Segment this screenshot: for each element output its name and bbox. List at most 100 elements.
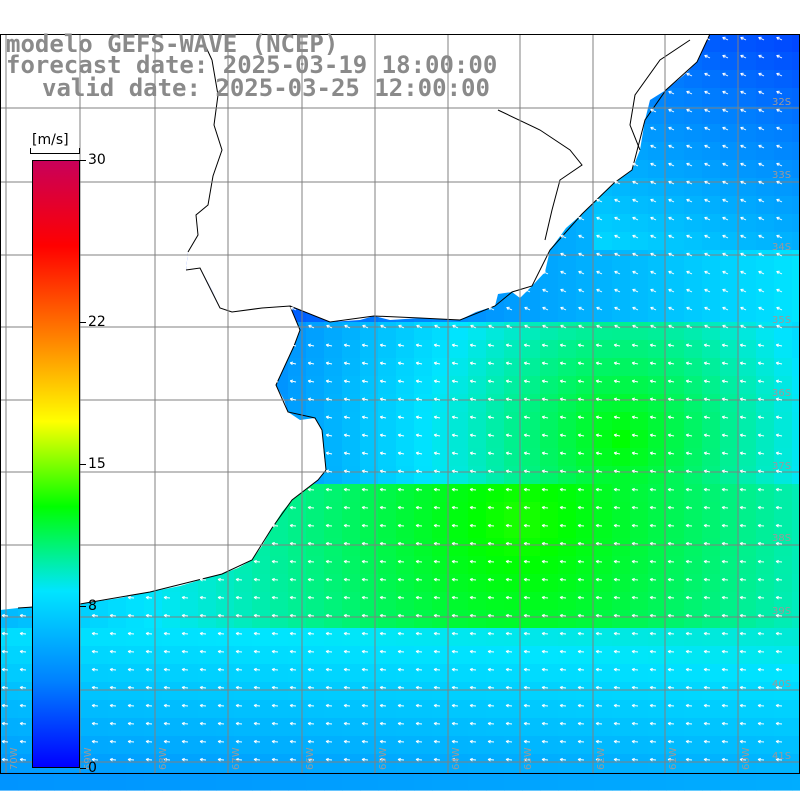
wind-cell <box>432 340 451 359</box>
wind-cell <box>684 772 703 791</box>
wind-cell <box>414 772 433 791</box>
wind-cell <box>792 160 800 179</box>
longitude-label: 63W <box>523 747 534 770</box>
wind-cell <box>558 772 577 791</box>
colorbar-tick-mark <box>80 322 86 323</box>
colorbar-bracket <box>30 148 80 154</box>
longitude-label: 61W <box>668 747 679 770</box>
wind-cell <box>738 340 757 359</box>
latitude-label: 35S <box>772 315 792 327</box>
longitude-label: 62W <box>596 747 607 770</box>
wind-cell <box>792 88 800 107</box>
wind-cell <box>522 772 541 791</box>
latitude-label: 37S <box>772 460 792 472</box>
wind-cell <box>396 772 415 791</box>
wind-cell <box>450 772 469 791</box>
wind-cell <box>306 340 325 359</box>
longitude-label: 64W <box>451 747 462 770</box>
wind-cell <box>792 124 800 143</box>
latitude-label: 33S <box>772 169 792 181</box>
wind-cell <box>612 772 631 791</box>
longitude-label: 60W <box>741 747 752 770</box>
wind-cell <box>648 772 667 791</box>
longitude-label: 67W <box>231 747 242 770</box>
wind-cell <box>288 772 307 791</box>
map-frame <box>0 34 800 774</box>
wind-cell <box>162 772 181 791</box>
wind-cell <box>702 340 721 359</box>
wind-cell <box>792 52 800 71</box>
wind-cell <box>720 772 739 791</box>
wind-cell <box>666 772 685 791</box>
longitude-label: 70W <box>9 747 20 770</box>
wind-cell <box>54 772 73 791</box>
longitude-label: 68W <box>158 747 169 770</box>
latitude-label: 38S <box>772 533 792 545</box>
latitude-label: 40S <box>772 678 792 690</box>
wind-cell <box>792 340 800 359</box>
wind-cell <box>342 772 361 791</box>
wind-cell <box>702 772 721 791</box>
wind-cell <box>450 340 469 359</box>
wind-cell <box>720 340 739 359</box>
wind-cell <box>342 340 361 359</box>
wind-cell <box>792 106 800 125</box>
wind-cell <box>792 268 800 287</box>
wind-cell <box>0 772 19 791</box>
wind-cell <box>522 340 541 359</box>
wind-cell <box>360 772 379 791</box>
wind-cell <box>324 772 343 791</box>
colorbar <box>32 160 80 768</box>
longitude-label: 65W <box>378 747 389 770</box>
wind-cell <box>648 340 667 359</box>
wind-cell <box>468 340 487 359</box>
colorbar-tick-label: 0 <box>88 760 97 776</box>
longitude-label: 66W <box>305 747 316 770</box>
wind-cell <box>792 286 800 305</box>
wind-cell <box>774 340 793 359</box>
wind-cell <box>756 772 775 791</box>
colorbar-tick-mark <box>80 606 86 607</box>
valid-date: valid date: 2025-03-25 12:00:00 <box>42 74 490 102</box>
wind-cell <box>792 214 800 233</box>
wind-cell <box>18 772 37 791</box>
wind-cell <box>792 232 800 251</box>
wind-cell <box>756 340 775 359</box>
latitude-label: 34S <box>772 242 792 254</box>
wind-cell <box>180 772 199 791</box>
wind-cell <box>792 322 800 341</box>
wind-cell <box>324 340 343 359</box>
wind-cell <box>252 772 271 791</box>
wind-cell <box>738 772 757 791</box>
wind-cell <box>486 772 505 791</box>
colorbar-tick-label: 22 <box>88 314 106 331</box>
latitude-label: 32S <box>772 97 792 108</box>
colorbar-tick-mark <box>80 464 86 465</box>
wind-cell <box>396 340 415 359</box>
wind-cell <box>594 772 613 791</box>
wind-cell <box>540 772 559 791</box>
wind-cell <box>792 196 800 215</box>
wind-cell <box>792 70 800 89</box>
wind-cell <box>378 772 397 791</box>
wind-cell <box>216 772 235 791</box>
wind-cell <box>198 772 217 791</box>
wind-cell <box>486 340 505 359</box>
latitude-label: 39S <box>772 605 792 617</box>
wind-cell <box>504 340 523 359</box>
wind-cell <box>594 340 613 359</box>
wind-cell <box>144 772 163 791</box>
wind-cell <box>792 142 800 161</box>
wind-cell <box>468 772 487 791</box>
wind-cell <box>576 340 595 359</box>
colorbar-unit: [m/s] <box>32 132 69 148</box>
wind-cell <box>774 772 793 791</box>
wind-cell <box>576 772 595 791</box>
wind-cell <box>414 340 433 359</box>
wind-cell <box>360 340 379 359</box>
wind-cell <box>126 772 145 791</box>
wind-cell <box>504 772 523 791</box>
wind-cell <box>270 772 289 791</box>
